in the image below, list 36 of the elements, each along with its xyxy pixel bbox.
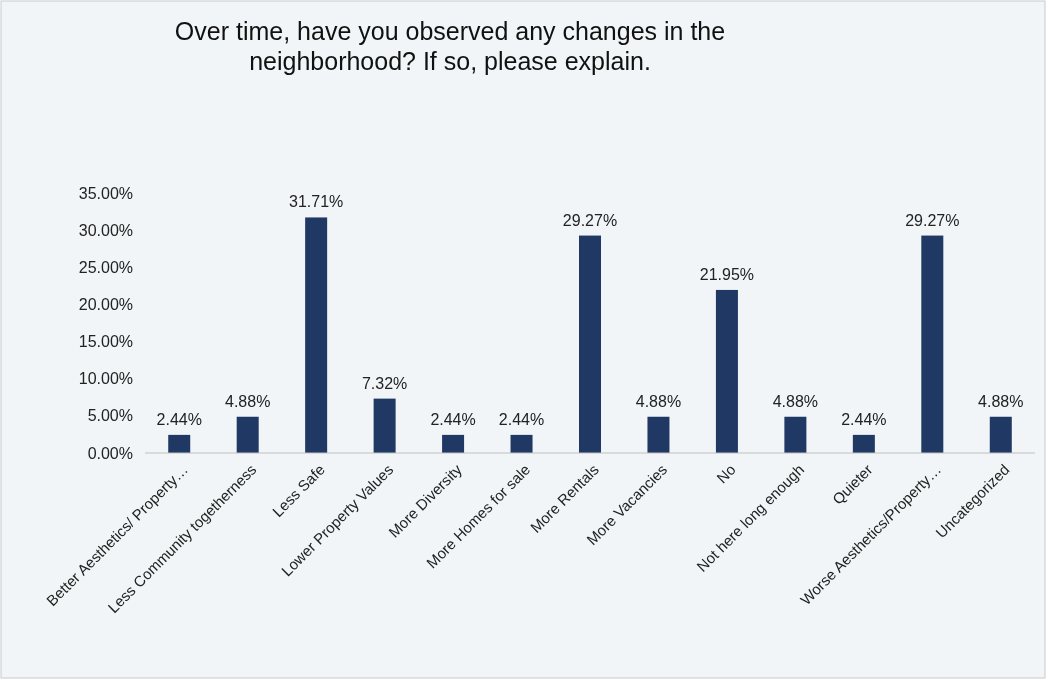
y-tick-label: 35.00% [78, 184, 133, 202]
data-label: 2.44% [430, 410, 476, 428]
x-tick-label: No [713, 460, 739, 487]
bar [784, 416, 807, 453]
bar [647, 416, 670, 453]
y-tick-label: 15.00% [78, 333, 133, 351]
data-label: 7.32% [361, 374, 408, 392]
data-label: 2.44% [156, 410, 202, 428]
data-label: 29.27% [905, 211, 960, 229]
y-tick-label: 5.00% [87, 407, 133, 425]
y-tick-label: 25.00% [78, 258, 133, 276]
data-label: 2.44% [498, 410, 545, 428]
data-label: 4.88% [225, 392, 271, 410]
bar [579, 235, 601, 453]
data-label: 31.71% [289, 193, 344, 211]
bar [715, 289, 738, 453]
y-tick-label: 30.00% [78, 221, 133, 239]
chart-title: Over time, have you observed any changes in the neighborhood? If so, please explain. [174, 17, 726, 75]
bar [852, 434, 875, 453]
y-tick-label: 20.00% [78, 296, 133, 314]
bar [510, 434, 533, 453]
bar [989, 416, 1012, 453]
bar [373, 398, 396, 453]
data-label: 21.95% [699, 265, 755, 283]
bar [168, 434, 191, 453]
data-label: 2.44% [841, 410, 887, 428]
y-tick-label: 0.00% [87, 444, 133, 462]
data-label: 4.88% [978, 392, 1024, 410]
bar [921, 235, 944, 453]
bar [236, 416, 259, 453]
bar [305, 217, 328, 453]
y-tick-label: 10.00% [78, 370, 133, 388]
data-label: 29.27% [562, 211, 618, 229]
bar [442, 434, 465, 453]
data-label: 4.88% [772, 392, 819, 410]
data-label: 4.88% [635, 392, 682, 410]
